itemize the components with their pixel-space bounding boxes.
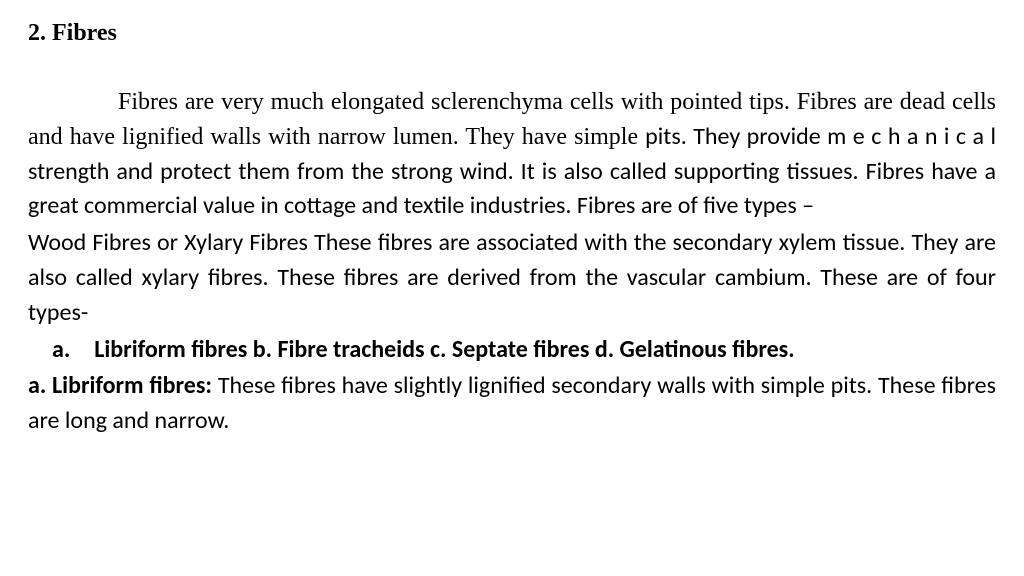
paragraph-wood-fibres: Wood Fibres or Xylary Fibres These fibre…	[28, 226, 996, 330]
fibre-types-list: a. Libriform fibres b. Fibre tracheids c…	[28, 333, 996, 368]
paragraph-intro: Fibres are very much elongated sclerench…	[28, 85, 996, 224]
paragraph-libriform: a. Libriform fibres: These fibres have s…	[28, 369, 996, 439]
libriform-label: a. Libriform fibres:	[28, 371, 218, 400]
section-heading: 2. Fibres	[28, 20, 996, 47]
